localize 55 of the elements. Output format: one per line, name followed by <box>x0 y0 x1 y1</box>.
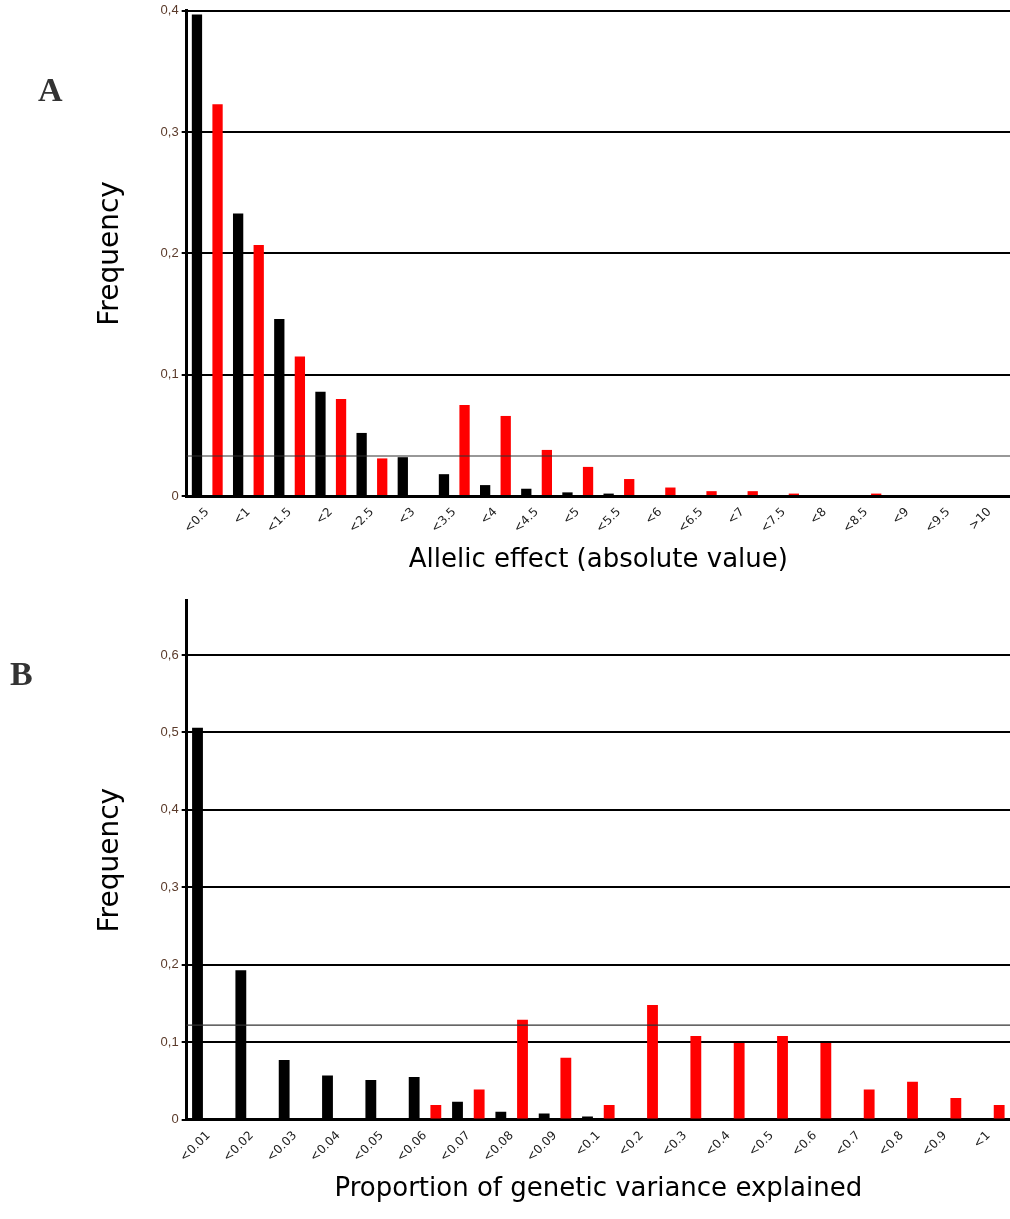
x-tick-label: <2 <box>312 504 336 527</box>
y-tick-label: 0 <box>171 1111 179 1127</box>
x-tick-label: <5 <box>559 504 583 527</box>
y-axis-title: Frequency <box>92 181 126 326</box>
bar <box>294 356 306 496</box>
bar <box>560 1057 572 1119</box>
x-axis-title: Allelic effect (absolute value) <box>408 543 788 574</box>
bar <box>820 1042 832 1119</box>
x-tick-label: <6 <box>642 504 665 527</box>
y-tick-label: 0 <box>171 487 179 503</box>
bar <box>430 1104 442 1119</box>
bar <box>335 398 347 496</box>
bar <box>253 244 264 496</box>
y-tick-label: 0,6 <box>160 646 179 662</box>
bar <box>647 1005 658 1119</box>
text: A <box>38 70 63 108</box>
y-tick-label: 0,1 <box>160 366 179 382</box>
x-axis-title: Proportion of genetic variance explained <box>334 1172 863 1203</box>
y-tick-label: 0,3 <box>160 878 179 894</box>
bar <box>863 1089 875 1119</box>
y-tick-label: 0,2 <box>160 956 179 972</box>
y-tick-label: 0,4 <box>160 801 179 817</box>
bar <box>603 1104 615 1119</box>
bar <box>690 1035 702 1119</box>
text: B <box>10 654 33 692</box>
bar <box>500 415 511 496</box>
bar <box>993 1104 1005 1119</box>
y-tick-label: 0,2 <box>160 244 179 260</box>
y-tick-label: 0,3 <box>160 123 179 139</box>
bar <box>747 491 758 496</box>
bar <box>582 466 594 496</box>
y-tick-label: 0,4 <box>160 2 179 18</box>
bar <box>473 1089 485 1119</box>
x-tick-label: <1 <box>970 1128 993 1151</box>
bar <box>624 479 635 496</box>
bar <box>517 1019 528 1119</box>
y-axis-title: Frequency <box>92 787 126 933</box>
bar <box>212 104 223 496</box>
x-tick-label: <4 <box>477 504 500 527</box>
bar <box>665 487 676 496</box>
bar <box>733 1042 745 1119</box>
bar <box>541 449 553 496</box>
bar <box>907 1081 918 1119</box>
x-tick-label: <3 <box>395 504 418 527</box>
x-tick-label: <7 <box>724 504 747 527</box>
y-tick-label: 0,5 <box>160 724 179 740</box>
bar <box>950 1097 962 1119</box>
bar <box>777 1035 788 1119</box>
bar <box>377 458 388 496</box>
bar <box>459 405 470 496</box>
x-tick-label: <9 <box>889 504 912 527</box>
x-tick-label: <1 <box>230 504 253 527</box>
x-tick-label: <8 <box>806 504 830 527</box>
bar <box>706 491 717 496</box>
y-tick-label: 0,1 <box>160 1033 179 1049</box>
